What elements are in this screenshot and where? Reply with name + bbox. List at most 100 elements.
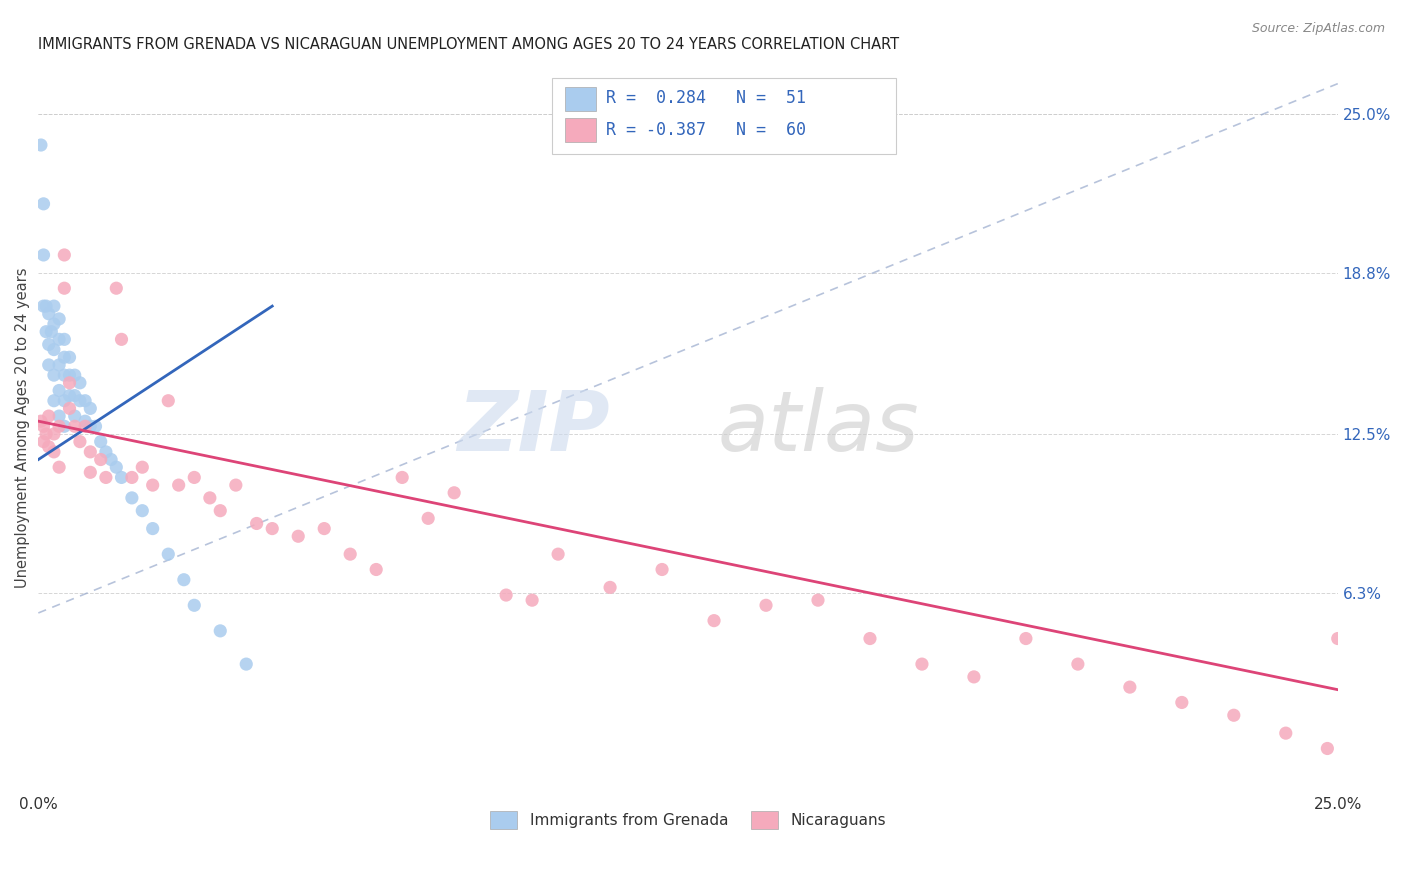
Text: IMMIGRANTS FROM GRENADA VS NICARAGUAN UNEMPLOYMENT AMONG AGES 20 TO 24 YEARS COR: IMMIGRANTS FROM GRENADA VS NICARAGUAN UN… [38,37,900,53]
Point [32,419,55,434]
Point [79,401,101,416]
Point [58,401,80,416]
Point [651,562,673,576]
Point [48,409,70,423]
Point [32,434,55,449]
Point [42,368,65,383]
Point [53,281,76,295]
Text: Source: ZipAtlas.com: Source: ZipAtlas.com [1251,22,1385,36]
Point [225,478,247,492]
FancyBboxPatch shape [565,118,596,142]
Point [32,197,55,211]
Point [339,547,361,561]
Point [35,299,58,313]
Point [110,332,132,346]
Point [183,470,205,484]
Point [183,599,205,613]
Point [121,470,143,484]
Point [53,248,76,262]
Point [48,358,70,372]
Point [287,529,309,543]
Point [42,445,65,459]
Point [90,452,112,467]
Point [94,445,117,459]
Point [38,307,60,321]
Point [703,614,725,628]
Point [1316,741,1339,756]
Point [79,445,101,459]
Point [235,657,257,672]
Point [53,351,76,365]
Point [58,376,80,390]
Point [167,478,190,492]
Point [48,419,70,434]
Point [69,434,91,449]
Point [807,593,830,607]
Point [262,522,284,536]
Point [1119,680,1142,694]
Point [75,419,97,434]
Point [94,470,117,484]
Point [75,414,97,428]
Point [48,384,70,398]
Point [42,343,65,357]
Point [105,281,128,295]
Point [38,409,60,423]
Point [58,368,80,383]
Point [90,434,112,449]
Point [121,491,143,505]
Point [41,325,63,339]
Point [63,368,86,383]
Point [48,312,70,326]
Point [69,393,91,408]
Point [53,332,76,346]
Point [38,358,60,372]
Point [100,452,122,467]
Point [63,409,86,423]
Point [1171,696,1194,710]
Point [110,470,132,484]
Text: ZIP: ZIP [457,387,610,468]
Point [157,393,180,408]
Point [1326,632,1348,646]
Point [35,325,58,339]
Point [859,632,882,646]
Point [48,460,70,475]
Point [35,427,58,442]
Point [246,516,269,531]
Point [58,389,80,403]
FancyBboxPatch shape [565,87,596,111]
Point [79,466,101,480]
Point [911,657,934,672]
Point [198,491,221,505]
Point [30,138,52,153]
Point [30,414,52,428]
Point [32,248,55,262]
Text: R = -0.387   N =  60: R = -0.387 N = 60 [606,121,806,139]
Point [53,368,76,383]
Point [38,337,60,351]
Text: R =  0.284   N =  51: R = 0.284 N = 51 [606,89,806,107]
Point [547,547,569,561]
Point [53,419,76,434]
Point [443,485,465,500]
Point [79,419,101,434]
Point [209,504,232,518]
Point [520,593,543,607]
Point [1223,708,1246,723]
Point [42,317,65,331]
Point [63,389,86,403]
Y-axis label: Unemployment Among Ages 20 to 24 years: Unemployment Among Ages 20 to 24 years [15,268,30,588]
Point [157,547,180,561]
Point [366,562,388,576]
Point [32,299,55,313]
Point [209,624,232,638]
Point [42,427,65,442]
Point [755,599,778,613]
Point [1067,657,1090,672]
Point [1015,632,1038,646]
Point [63,419,86,434]
Point [69,376,91,390]
Point [142,478,165,492]
Point [42,393,65,408]
